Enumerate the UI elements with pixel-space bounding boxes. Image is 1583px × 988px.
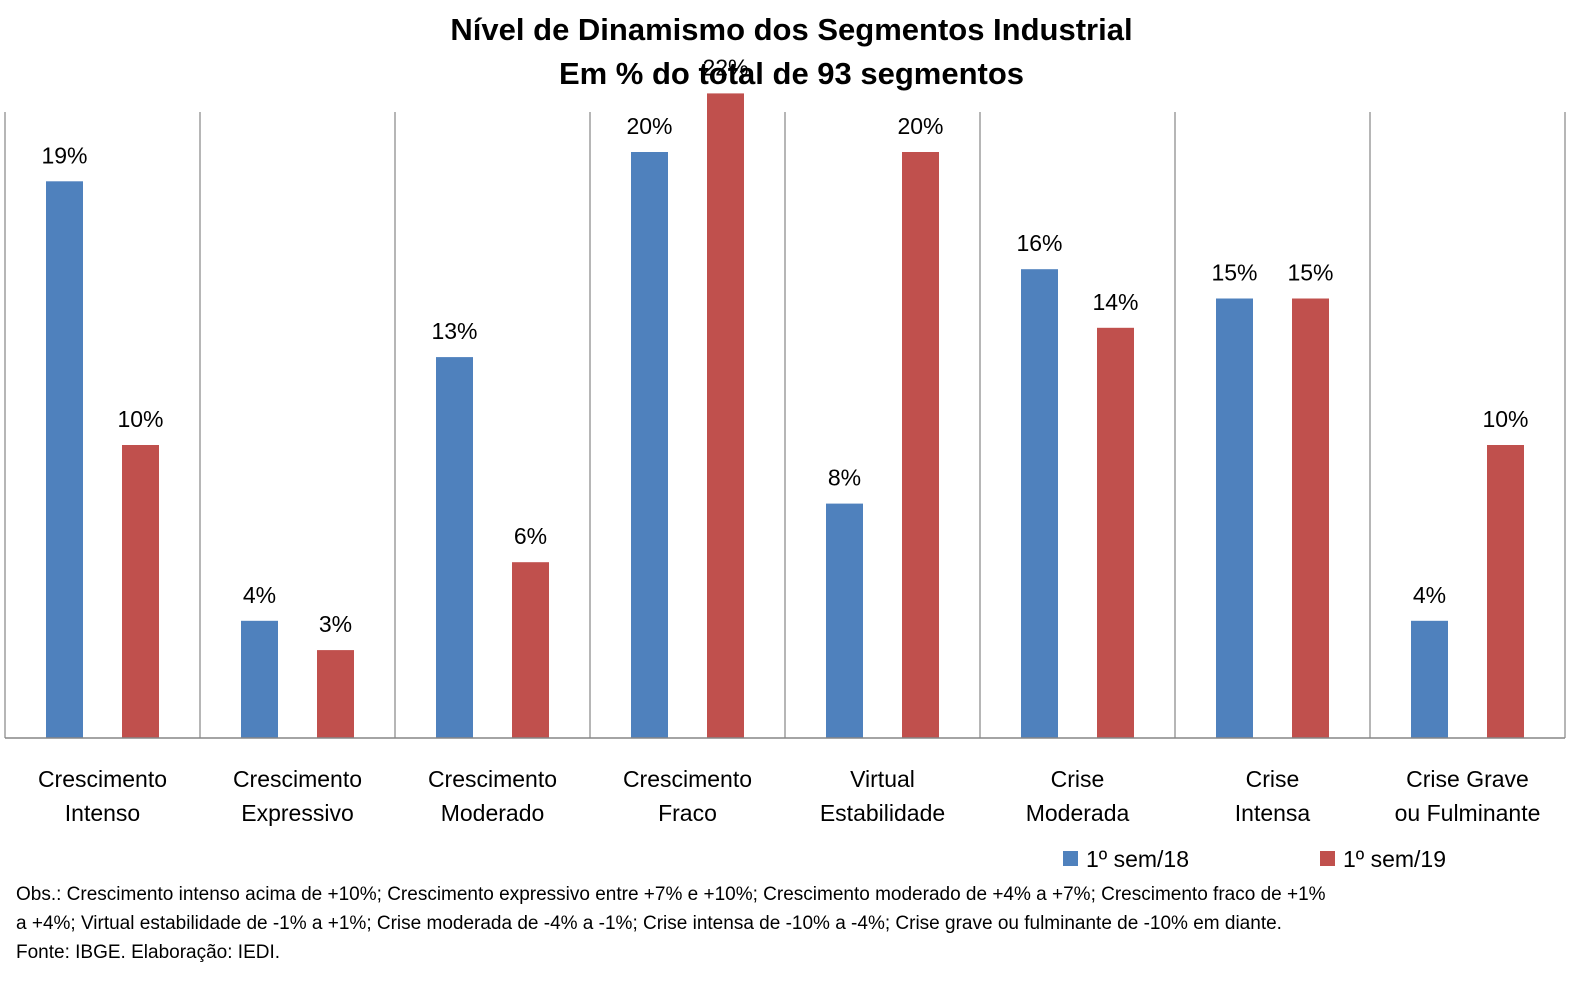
chart-title-line: Nível de Dinamismo dos Segmentos Industr… bbox=[450, 12, 1133, 47]
footnote-line-2: a +4%; Virtual estabilidade de -1% a +1%… bbox=[16, 913, 1282, 934]
bar-series-1-cat-1 bbox=[46, 181, 83, 739]
bar-series-1-cat-2 bbox=[241, 620, 278, 738]
footnote-line-3: Fonte: IBGE. Elaboração: IEDI. bbox=[16, 942, 281, 963]
category-label: Crescimento Fraco bbox=[590, 762, 785, 830]
bar-series-1-cat-7 bbox=[1216, 298, 1253, 738]
bar-series-2-cat-8 bbox=[1487, 445, 1524, 738]
legend-label: 1º sem/18 bbox=[1086, 846, 1190, 872]
bar-series-2-cat-3 bbox=[512, 562, 549, 738]
category-label-line: Fraco bbox=[658, 800, 717, 826]
category-label-line: Moderado bbox=[440, 800, 545, 826]
bar-series-1-cat-3 bbox=[436, 357, 473, 738]
bar-series-1-cat-5 bbox=[826, 503, 863, 738]
category-label-line: Crise Grave bbox=[1406, 766, 1529, 792]
category-label: Crescimento Moderado bbox=[395, 762, 590, 830]
data-label-series-2-cat-1: 10% bbox=[117, 406, 163, 432]
bar-series-2-cat-7 bbox=[1292, 298, 1329, 738]
legend-swatch bbox=[1063, 851, 1078, 867]
bar-series-2-cat-5 bbox=[902, 152, 939, 738]
bars-group bbox=[46, 93, 1524, 739]
category-label: Crescimento Expressivo bbox=[200, 762, 395, 830]
category-label-line: Virtual bbox=[850, 766, 915, 792]
chart-subtitle-line: Em % do total de 93 segmentos bbox=[558, 56, 1025, 91]
data-label-series-1-cat-6: 16% bbox=[1016, 230, 1062, 256]
bar-series-2-cat-4 bbox=[707, 93, 744, 738]
category-label-line: Crise bbox=[1050, 766, 1105, 792]
bar-series-2-cat-6 bbox=[1097, 327, 1134, 738]
data-label-series-2-cat-8: 10% bbox=[1482, 406, 1528, 432]
data-label-series-2-cat-2: 3% bbox=[319, 611, 352, 637]
data-label-series-2-cat-3: 6% bbox=[514, 523, 547, 549]
category-label-line: Expressivo bbox=[241, 800, 354, 826]
legend-item-series-1: 1º sem/18 bbox=[1063, 844, 1189, 874]
category-label-line: Intensa bbox=[1234, 800, 1311, 826]
category-label-line: Intenso bbox=[64, 800, 141, 826]
legend-swatch bbox=[1320, 851, 1335, 867]
data-label-series-2-cat-7: 15% bbox=[1287, 260, 1333, 286]
data-label-series-1-cat-1: 19% bbox=[41, 142, 87, 168]
category-label: Virtual Estabilidade bbox=[785, 762, 980, 830]
category-label-line: ou Fulminante bbox=[1394, 800, 1541, 826]
data-label-series-1-cat-7: 15% bbox=[1211, 260, 1257, 286]
chart-title: Nível de Dinamismo dos Segmentos Industr… bbox=[0, 8, 1583, 96]
category-label-line: Crescimento bbox=[232, 766, 363, 792]
data-label-series-1-cat-4: 20% bbox=[626, 113, 672, 139]
bar-series-1-cat-4 bbox=[631, 152, 668, 738]
bar-series-2-cat-1 bbox=[122, 445, 159, 738]
footnote-line-1: Obs.: Crescimento intenso acima de +10%;… bbox=[16, 884, 1326, 905]
data-labels-group: 19% 4% 13% 20% 8% 16% 15% 4% 10% 3% 6% 22% 20% 14% 15%… bbox=[41, 54, 1528, 637]
data-label-series-1-cat-5: 8% bbox=[828, 465, 861, 491]
bar-series-1-cat-8 bbox=[1411, 620, 1448, 738]
legend-item-series-2: 1º sem/19 bbox=[1320, 844, 1446, 874]
data-label-series-1-cat-3: 13% bbox=[431, 318, 477, 344]
data-label-series-1-cat-8: 4% bbox=[1413, 582, 1446, 608]
bar-series-1-cat-6 bbox=[1021, 269, 1058, 738]
category-label-line: Moderada bbox=[1025, 800, 1130, 826]
category-label-line: Crescimento bbox=[37, 766, 168, 792]
data-label-series-2-cat-4: 22% bbox=[702, 54, 748, 80]
category-label: Crescimento Intenso bbox=[5, 762, 200, 830]
category-label: Crise Intensa bbox=[1175, 762, 1370, 830]
category-label: Crise Moderada bbox=[980, 762, 1175, 830]
footnote: Obs.: Crescimento intenso acima de +10%;… bbox=[16, 880, 1576, 967]
data-label-series-2-cat-5: 20% bbox=[897, 113, 943, 139]
category-label-line: Crescimento bbox=[427, 766, 558, 792]
bar-series-2-cat-2 bbox=[317, 650, 354, 738]
data-label-series-2-cat-6: 14% bbox=[1092, 289, 1138, 315]
category-label-line: Crescimento bbox=[622, 766, 753, 792]
legend-label: 1º sem/19 bbox=[1343, 846, 1447, 872]
category-dividers bbox=[4, 112, 1566, 738]
data-label-series-1-cat-2: 4% bbox=[243, 582, 276, 608]
category-label-line: Estabilidade bbox=[819, 800, 946, 826]
category-label: Crise Grave ou Fulminante bbox=[1370, 762, 1565, 830]
bar-chart-plot: 19% 4% 13% 20% 8% 16% 15% 4% 10% 3% 6% 22% 20% 14% 15%… bbox=[4, 54, 1566, 739]
category-label-line: Crise bbox=[1245, 766, 1300, 792]
